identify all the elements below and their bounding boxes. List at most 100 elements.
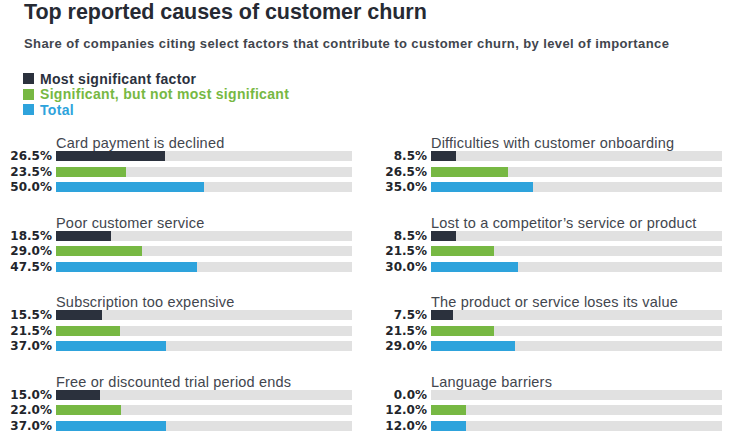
page-subtitle: Share of companies citing select factors… [24, 36, 669, 51]
bar-value-label: 0.0% [383, 390, 427, 400]
bar-track [431, 341, 722, 351]
bar-value-label: 47.5% [8, 262, 52, 272]
bar-track [56, 326, 352, 336]
bar-row-significant-not-most: 29.0% [8, 246, 352, 256]
bar-value-label: 7.5% [383, 310, 427, 320]
bar-row-most-significant-factor: 8.5% [383, 151, 722, 161]
bar-value-label: 12.0% [383, 405, 427, 415]
chart-column-left: Card payment is declined26.5%23.5%50.0%P… [8, 135, 352, 444]
bar-row-total: 50.0% [8, 182, 352, 192]
bar-group: The product or service loses its value 7.… [383, 294, 722, 351]
bar-track [56, 341, 352, 351]
legend-item-most-significant-factor: Most significant factor [23, 71, 289, 87]
legend-label: Total [40, 102, 74, 118]
bar-value-label: 50.0% [8, 182, 52, 192]
bar-track [431, 326, 722, 336]
bar-value-label: 15.5% [8, 310, 52, 320]
bar-track [431, 421, 722, 431]
bar-group-title: Subscription too expensive [56, 294, 352, 310]
page-title: Top reported causes of customer churn [24, 0, 427, 25]
legend-label: Most significant factor [40, 71, 196, 87]
bar-fill-significant-not-most [56, 405, 121, 415]
bar-row-significant-not-most: 21.5% [383, 246, 722, 256]
bar-value-label: 35.0% [383, 182, 427, 192]
bar-group: Language barriers 0.0% 12.0% 12.0% [383, 374, 722, 431]
bar-track [56, 390, 352, 400]
bar-track [56, 246, 352, 256]
bar-value-label: 8.5% [383, 151, 427, 161]
bar-fill-significant-not-most [431, 167, 508, 177]
bar-value-label: 21.5% [383, 326, 427, 336]
bar-fill-total [431, 341, 515, 351]
bar-fill-significant-not-most [431, 405, 466, 415]
bar-row-most-significant-factor: 15.5% [8, 310, 352, 320]
bar-track [56, 262, 352, 272]
bar-value-label: 8.5% [383, 231, 427, 241]
bar-fill-significant-not-most [431, 246, 494, 256]
bar-track [56, 310, 352, 320]
bar-value-label: 23.5% [8, 167, 52, 177]
bar-group-title: Card payment is declined [56, 135, 352, 151]
bar-row-significant-not-most: 21.5% [8, 326, 352, 336]
bar-group: Subscription too expensive 15.5% 21.5% 37.0… [8, 294, 352, 351]
bar-fill-most-significant-factor [431, 310, 453, 320]
bar-group: Poor customer service18.5%29.0%47.5% [8, 215, 352, 272]
bar-track [431, 390, 722, 400]
chart-legend: Most significant factorSignificant, but … [23, 71, 289, 118]
legend-swatch-most-significant-factor [23, 73, 34, 84]
bar-track [56, 421, 352, 431]
bar-fill-most-significant-factor [56, 390, 100, 400]
bar-fill-total [56, 421, 166, 431]
bar-fill-significant-not-most [56, 246, 142, 256]
bar-group-title: The product or service loses its value [431, 294, 722, 310]
bar-value-label: 29.0% [8, 246, 52, 256]
bar-row-significant-not-most: 21.5% [383, 326, 722, 336]
bar-track [431, 151, 722, 161]
bar-fill-total [56, 262, 197, 272]
bar-row-total: 29.0% [383, 341, 722, 351]
bar-row-most-significant-factor: 7.5% [383, 310, 722, 320]
bar-row-total: 35.0% [383, 182, 722, 192]
bar-track [431, 231, 722, 241]
bar-group-title: Poor customer service [56, 215, 352, 231]
bar-group-title: Free or discounted trial period ends [56, 374, 352, 390]
chart-column-right: Difficulties with customer onboarding 8.5… [383, 135, 722, 444]
bar-fill-significant-not-most [56, 167, 126, 177]
bar-fill-most-significant-factor [431, 231, 456, 241]
bar-row-most-significant-factor: 15.0% [8, 390, 352, 400]
legend-label: Significant, but not most significant [40, 86, 289, 102]
legend-swatch-total [23, 104, 34, 115]
bar-track [431, 262, 722, 272]
bar-value-label: 15.0% [8, 390, 52, 400]
bar-track [431, 310, 722, 320]
bar-group: Free or discounted trial period ends 15.0… [8, 374, 352, 431]
bar-row-most-significant-factor: 8.5% [383, 231, 722, 241]
bar-fill-significant-not-most [56, 326, 120, 336]
bar-track [56, 167, 352, 177]
bar-group-title: Difficulties with customer onboarding [431, 135, 722, 151]
bar-fill-total [431, 262, 518, 272]
bar-value-label: 26.5% [383, 167, 427, 177]
bar-fill-most-significant-factor [56, 151, 165, 161]
bar-track [431, 405, 722, 415]
bar-track [431, 246, 722, 256]
bar-track [56, 182, 352, 192]
bar-row-most-significant-factor: 0.0% [383, 390, 722, 400]
legend-item-significant-not-most: Significant, but not most significant [23, 87, 289, 103]
bar-chart-grid: Card payment is declined 26.5% 23.5% 50.0% P… [8, 135, 722, 444]
bar-value-label: 21.5% [8, 326, 52, 336]
bar-fill-most-significant-factor [56, 310, 102, 320]
bar-row-total: 30.0% [383, 262, 722, 272]
bar-row-total: 12.0% [383, 421, 722, 431]
bar-group-title: Language barriers [431, 374, 722, 390]
bar-value-label: 37.0% [8, 341, 52, 351]
legend-item-total: Total [23, 102, 289, 118]
legend-swatch-significant-not-most [23, 89, 34, 100]
bar-fill-total [431, 421, 466, 431]
bar-row-significant-not-most: 26.5% [383, 167, 722, 177]
bar-track [431, 167, 722, 177]
bar-row-significant-not-most: 23.5% [8, 167, 352, 177]
bar-value-label: 21.5% [383, 246, 427, 256]
bar-value-label: 12.0% [383, 421, 427, 431]
bar-value-label: 22.0% [8, 405, 52, 415]
